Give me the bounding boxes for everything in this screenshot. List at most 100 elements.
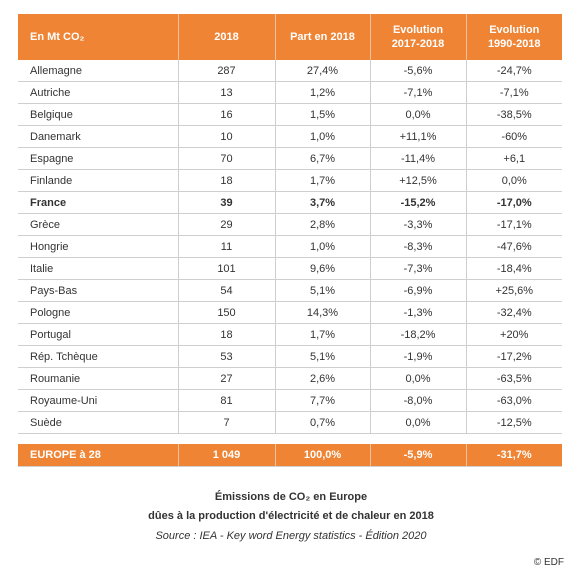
table-row: France 39 3,7% -15,2% -17,0% [18, 191, 562, 214]
table-cell: Danemark [18, 125, 178, 148]
table-cell: -18,2% [369, 323, 466, 346]
table-cell: -60% [465, 125, 562, 148]
table-cell: 27 [177, 367, 275, 390]
table-cell: Grèce [18, 213, 178, 236]
table-row: Allemagne 287 27,4% -5,6% -24,7% [18, 60, 562, 82]
table-row: Espagne 70 6,7% -11,4% +6,1 [18, 147, 562, 170]
table-cell: Belgique [18, 103, 178, 126]
table-cell: 27,4% [274, 60, 370, 82]
table-row: Portugal 18 1,7% -18,2% +20% [18, 323, 562, 346]
table-cell: -6,9% [369, 279, 466, 302]
table-cell: 150 [177, 301, 275, 324]
footer-cell: 100,0% [274, 444, 370, 467]
table-cell: Suède [18, 411, 178, 434]
table-cell: 6,7% [274, 147, 370, 170]
table-cell: -5,6% [369, 60, 466, 82]
table-cell: 101 [177, 257, 275, 280]
caption-title: Émissions de CO₂ en Europe [214, 491, 368, 503]
caption-source: Source : IEA - Key word Energy statistic… [155, 530, 427, 542]
table-cell: 5,1% [274, 345, 370, 368]
table-cell: -15,2% [369, 191, 466, 214]
header-cell: Evolution 2017-2018 [369, 14, 466, 60]
table-cell: 2,6% [274, 367, 370, 390]
spacer [18, 434, 562, 445]
table-cell: -8,0% [369, 389, 466, 412]
table-cell: +25,6% [465, 279, 562, 302]
table-cell: -7,3% [369, 257, 466, 280]
table-row: Rép. Tchèque 53 5,1% -1,9% -17,2% [18, 345, 562, 368]
table-cell: 0,0% [369, 367, 466, 390]
table-cell: -11,4% [369, 147, 466, 170]
table-cell: 18 [177, 323, 275, 346]
header-cell: Evolution 1990-2018 [465, 14, 562, 60]
table-cell: 53 [177, 345, 275, 368]
table-cell: 0,0% [369, 411, 466, 434]
table-cell: 14,3% [274, 301, 370, 324]
table-cell: -18,4% [465, 257, 562, 280]
table-cell: 9,6% [274, 257, 370, 280]
table-cell: 7,7% [274, 389, 370, 412]
emissions-table: En Mt CO₂ 2018 Part en 2018 Evolution 2017-… [18, 14, 562, 467]
header-cell: En Mt CO₂ [30, 31, 85, 43]
header-cell: 2018 [177, 14, 275, 60]
table-cell: 1,0% [274, 125, 370, 148]
table-cell: -38,5% [465, 103, 562, 126]
table-cell: 29 [177, 213, 275, 236]
footer-cell: 1 049 [177, 444, 275, 467]
table-cell: 0,7% [274, 411, 370, 434]
table-cell: -17,1% [465, 213, 562, 236]
table-cell: 1,7% [274, 323, 370, 346]
table-cell: Italie [18, 257, 178, 280]
table-cell: -32,4% [465, 301, 562, 324]
table-row: Autriche 13 1,2% -7,1% -7,1% [18, 81, 562, 104]
table-cell: Roumanie [18, 367, 178, 390]
table-row: Finlande 18 1,7% +12,5% 0,0% [18, 169, 562, 192]
table-cell: -1,3% [369, 301, 466, 324]
footer-row: EUROPE à 28 1 049 100,0% -5,9% -31,7% [18, 444, 562, 467]
table-cell: Rép. Tchèque [18, 345, 178, 368]
table-cell: 1,7% [274, 169, 370, 192]
table-cell: -12,5% [465, 411, 562, 434]
table-cell: +11,1% [369, 125, 466, 148]
table-cell: Pologne [18, 301, 178, 324]
table-cell: 54 [177, 279, 275, 302]
table-cell: 81 [177, 389, 275, 412]
table-cell: 1,2% [274, 81, 370, 104]
table-cell: Autriche [18, 81, 178, 104]
table-cell: -63,5% [465, 367, 562, 390]
table-cell: 16 [177, 103, 275, 126]
table-row: Italie 101 9,6% -7,3% -18,4% [18, 257, 562, 280]
table-cell: +12,5% [369, 169, 466, 192]
table-cell: 0,0% [369, 103, 466, 126]
table-row: Roumanie 27 2,6% 0,0% -63,5% [18, 367, 562, 390]
table-cell: 11 [177, 235, 275, 258]
table-row: Danemark 10 1,0% +11,1% -60% [18, 125, 562, 148]
table-row: Hongrie 11 1,0% -8,3% -47,6% [18, 235, 562, 258]
table-cell: +20% [465, 323, 562, 346]
table-cell: Espagne [18, 147, 178, 170]
table-cell: 5,1% [274, 279, 370, 302]
table-cell: Pays-Bas [18, 279, 178, 302]
table-cell: Royaume-Uni [18, 389, 178, 412]
table-cell: France [18, 191, 178, 214]
table-cell: -3,3% [369, 213, 466, 236]
table-cell: -47,6% [465, 235, 562, 258]
header-cell: Part en 2018 [274, 14, 370, 60]
table-cell: -24,7% [465, 60, 562, 82]
table-cell: Portugal [18, 323, 178, 346]
table-row: Pologne 150 14,3% -1,3% -32,4% [18, 301, 562, 324]
table-cell: +6,1 [465, 147, 562, 170]
table-row: Pays-Bas 54 5,1% -6,9% +25,6% [18, 279, 562, 302]
footer-cell: -5,9% [369, 444, 466, 467]
table-cell: 7 [177, 411, 275, 434]
table-cell: 1,5% [274, 103, 370, 126]
table-cell: -8,3% [369, 235, 466, 258]
table-cell: Hongrie [18, 235, 178, 258]
table-cell: 39 [177, 191, 275, 214]
spacer-cell [18, 434, 562, 445]
table-cell: Allemagne [18, 60, 178, 82]
header-row: En Mt CO₂ 2018 Part en 2018 Evolution 2017-… [18, 14, 562, 60]
table-cell: 3,7% [274, 191, 370, 214]
table-cell: -17,0% [465, 191, 562, 214]
